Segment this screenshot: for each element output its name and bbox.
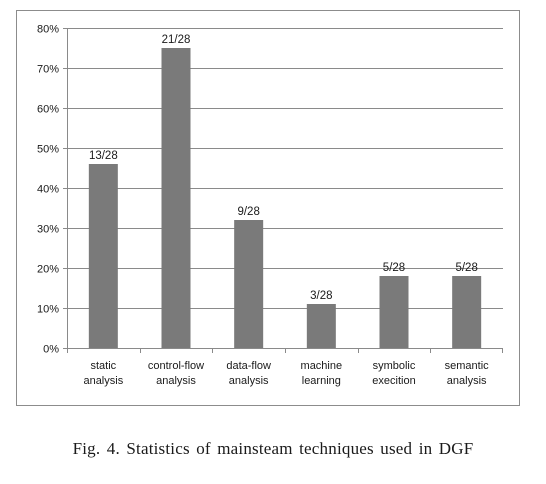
figure-caption: Fig. 4. Statistics of mainsteam techniqu… xyxy=(72,439,474,458)
bar-data-label: 5/28 xyxy=(455,262,477,274)
y-tick-label: 10% xyxy=(37,304,59,316)
grid-lines xyxy=(67,28,503,309)
y-tick-label: 20% xyxy=(37,264,59,276)
bar-data-label: 21/28 xyxy=(162,34,191,46)
bar-data-label: 5/28 xyxy=(383,262,405,274)
bar xyxy=(306,304,336,348)
bar-data-label: 9/28 xyxy=(237,206,259,218)
bar xyxy=(379,276,409,348)
y-tick-label: 60% xyxy=(37,104,59,116)
category-label-line: static xyxy=(90,360,116,372)
category-label-line: control-flow xyxy=(148,360,204,372)
y-tick-label: 80% xyxy=(37,24,59,36)
category-label: symbolic execition xyxy=(372,360,416,387)
category-label: data-flow analysis xyxy=(226,360,271,387)
bar xyxy=(161,48,191,348)
y-tick-label: 0% xyxy=(43,344,59,356)
y-tick-label: 40% xyxy=(37,184,59,196)
bar xyxy=(88,164,118,348)
category-label: control-flow analysis xyxy=(148,360,204,387)
bar xyxy=(452,276,482,348)
category-label-line: machine xyxy=(301,360,343,372)
chart-frame: 0% 10% 20% 30% 40% 50% 60% 70% 80% 13/28 21/28 9/2… xyxy=(16,10,520,406)
category-label-line: analysis xyxy=(447,375,487,387)
bar-chart: 0% 10% 20% 30% 40% 50% 60% 70% 80% 13/28 21/28 9/2… xyxy=(37,24,503,387)
bars xyxy=(88,48,482,348)
category-label-line: data-flow xyxy=(226,360,271,372)
y-tick-label: 30% xyxy=(37,224,59,236)
y-axis-ticks: 0% 10% 20% 30% 40% 50% 60% 70% 80% xyxy=(37,24,67,356)
category-label-line: execition xyxy=(372,375,415,387)
category-label-line: learning xyxy=(302,375,341,387)
category-label-line: analysis xyxy=(83,375,123,387)
y-tick-label: 50% xyxy=(37,144,59,156)
category-label: machine learning xyxy=(301,360,343,387)
category-label-line: analysis xyxy=(229,375,269,387)
bar-data-label: 13/28 xyxy=(89,150,118,162)
category-label-line: analysis xyxy=(156,375,196,387)
category-label: semantic analysis xyxy=(445,360,490,387)
category-label-line: semantic xyxy=(445,360,490,372)
bar xyxy=(234,220,264,348)
bar-data-label: 3/28 xyxy=(310,290,332,302)
axes xyxy=(67,28,503,353)
y-tick-label: 70% xyxy=(37,64,59,76)
category-label: static analysis xyxy=(83,360,123,387)
data-labels: 13/28 21/28 9/28 3/28 5/28 5/28 xyxy=(89,34,478,302)
category-label-line: symbolic xyxy=(373,360,416,372)
